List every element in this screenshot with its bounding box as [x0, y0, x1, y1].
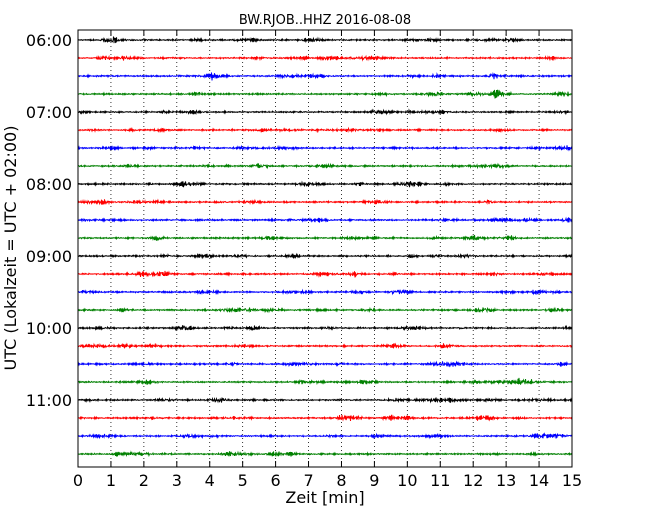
chart-title: BW.RJOB..HHZ 2016-08-08 — [239, 13, 411, 28]
trace-line — [77, 342, 573, 350]
trace-line — [77, 270, 573, 278]
x-tick-label: 13 — [496, 471, 516, 490]
trace-line — [77, 71, 573, 81]
trace-line — [77, 234, 573, 242]
x-tick-label: 8 — [336, 471, 346, 490]
trace-line — [77, 89, 573, 99]
x-tick-label: 14 — [529, 471, 549, 490]
x-tick-label: 15 — [562, 471, 582, 490]
trace-line — [77, 54, 573, 62]
trace-line — [77, 126, 573, 134]
y-axis-label: UTC (Lokalzeit = UTC + 02:00) — [1, 126, 20, 371]
trace-line — [77, 414, 573, 422]
x-axis-label: Zeit [min] — [285, 488, 364, 507]
x-tick-label: 2 — [139, 471, 149, 490]
x-tick-label: 0 — [73, 471, 83, 490]
plot-frame — [77, 29, 573, 468]
seismic-traces — [77, 36, 573, 458]
trace-line — [77, 252, 573, 260]
trace-line — [77, 450, 573, 458]
trace-line — [77, 180, 573, 188]
x-tick-label: 5 — [238, 471, 248, 490]
trace-line — [77, 432, 573, 440]
trace-line — [77, 144, 573, 152]
trace-line — [77, 162, 573, 170]
y-tick-label: 09:00 — [26, 247, 72, 266]
trace-line — [77, 360, 573, 368]
y-tick-label: 07:00 — [26, 103, 72, 122]
trace-line — [77, 216, 573, 223]
x-tick-label: 10 — [397, 471, 417, 490]
x-tick-label: 6 — [271, 471, 281, 490]
trace-line — [77, 198, 573, 206]
y-tick-label: 08:00 — [26, 175, 72, 194]
y-axis-ticks: 06:00 07:00 08:00 09:00 10:00 11:00 — [26, 31, 572, 410]
x-axis-ticks: 0 1 2 3 4 5 6 7 8 9 10 11 12 13 14 15 — [73, 30, 582, 490]
x-tick-label: 9 — [369, 471, 379, 490]
trace-line — [77, 396, 573, 404]
x-tick-label: 7 — [303, 471, 313, 490]
trace-line — [77, 288, 573, 296]
trace-line — [77, 306, 573, 314]
x-tick-label: 4 — [205, 471, 215, 490]
y-tick-label: 10:00 — [26, 319, 72, 338]
x-tick-label: 11 — [430, 471, 450, 490]
trace-line — [77, 324, 573, 332]
vertical-gridlines — [110, 30, 540, 467]
x-tick-label: 1 — [106, 471, 116, 490]
y-tick-label: 06:00 — [26, 31, 72, 50]
trace-line — [77, 377, 573, 386]
x-tick-label: 12 — [463, 471, 483, 490]
y-tick-label: 11:00 — [26, 391, 72, 410]
trace-line — [77, 108, 573, 116]
x-tick-label: 3 — [172, 471, 182, 490]
trace-line — [77, 36, 573, 44]
